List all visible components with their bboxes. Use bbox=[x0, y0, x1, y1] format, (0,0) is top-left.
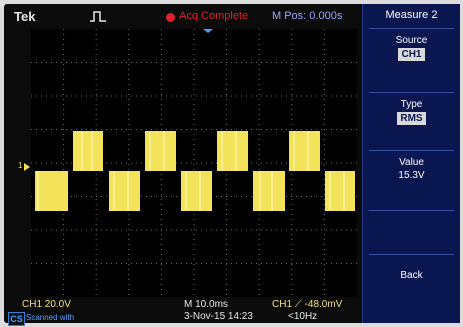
trigger-frequency: <10Hz bbox=[288, 311, 318, 322]
scanner-logo: CS bbox=[8, 312, 25, 326]
pulse-waveform-icon bbox=[90, 11, 106, 22]
readout-bar: CH1 20.0V M 10.0ms 3-Nov-15 14:23 CH1 ⟋ … bbox=[4, 297, 362, 323]
timebase: M 10.0ms bbox=[184, 299, 228, 310]
graticule-svg bbox=[31, 29, 357, 297]
date-time: 3-Nov-15 14:23 bbox=[184, 311, 253, 322]
back-button[interactable]: Back bbox=[367, 269, 456, 282]
scanner-watermark: Scanned with bbox=[26, 313, 75, 322]
ch1-ground-label: 1 bbox=[18, 161, 23, 170]
menu-title: Measure 2 bbox=[385, 9, 438, 21]
ch1-scale: CH1 20.0V bbox=[22, 299, 71, 310]
menu-divider bbox=[369, 92, 454, 93]
brand-logo: Tek bbox=[14, 9, 36, 24]
menu-divider bbox=[369, 254, 454, 255]
type-label: Type bbox=[400, 99, 423, 110]
value-readout: 15.3V bbox=[398, 170, 425, 181]
menu-divider bbox=[369, 150, 454, 151]
waveform-graticule bbox=[31, 29, 357, 297]
type-value: RMS bbox=[397, 112, 426, 125]
value-label: Value bbox=[399, 157, 424, 168]
menu-divider bbox=[369, 210, 454, 211]
source-value: CH1 bbox=[398, 48, 425, 61]
status-bar: Tek Acq Complete M Pos: 0.000s bbox=[4, 4, 459, 29]
oscilloscope-display: Tek Acq Complete M Pos: 0.000s bbox=[4, 4, 460, 326]
source-button[interactable]: Source CH1 bbox=[367, 34, 456, 61]
trigger-position-marker bbox=[203, 29, 213, 33]
trigger-readout: CH1 ⟋ -48.0mV bbox=[272, 299, 343, 310]
measure-menu: Measure 2 Source CH1 Type RMS Value 15.3… bbox=[362, 4, 460, 323]
acquisition-status: Acq Complete bbox=[179, 10, 249, 22]
acquisition-status-icon bbox=[166, 13, 175, 22]
measurement-value: Value 15.3V bbox=[367, 156, 456, 182]
horizontal-position: M Pos: 0.000s bbox=[272, 10, 343, 22]
ch1-ground-marker bbox=[24, 163, 30, 171]
back-label: Back bbox=[400, 270, 423, 281]
menu-divider bbox=[369, 28, 454, 29]
source-label: Source bbox=[395, 35, 428, 46]
type-button[interactable]: Type RMS bbox=[367, 98, 456, 125]
